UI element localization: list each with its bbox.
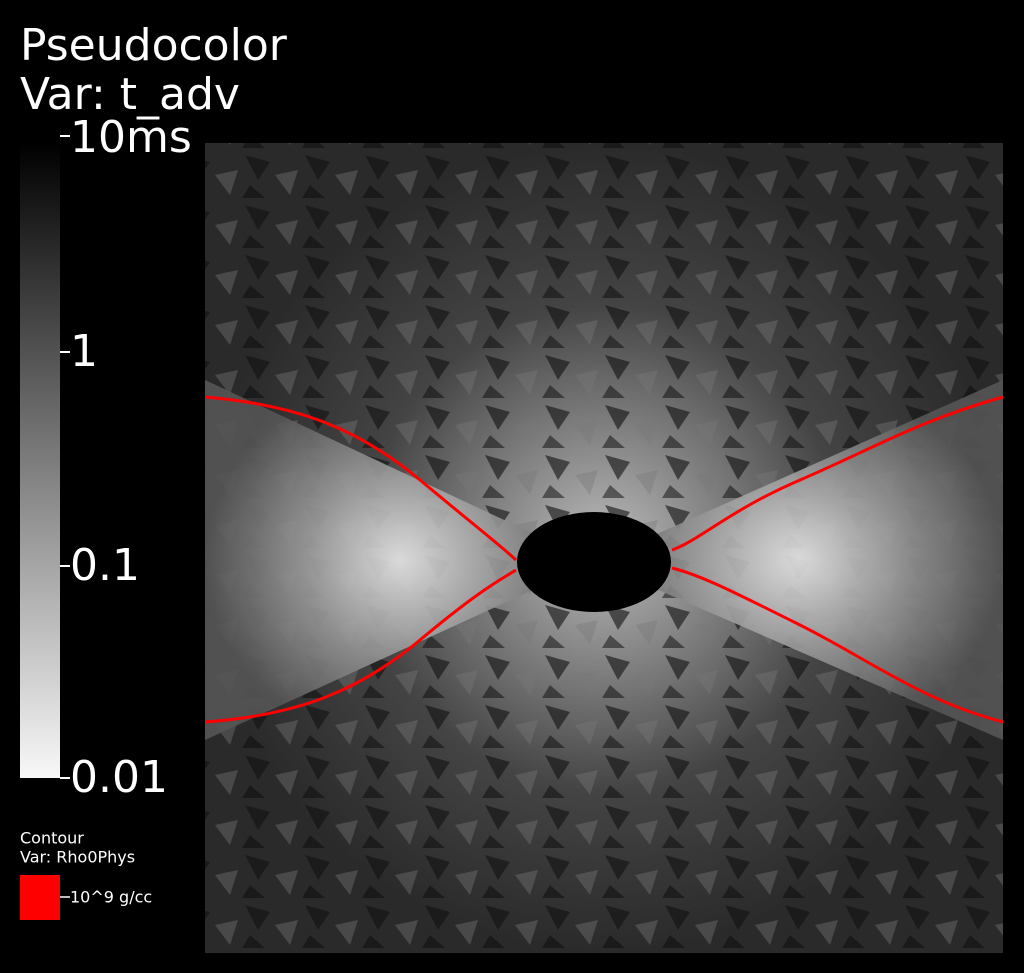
color-bar: [20, 143, 60, 778]
legend-swatch: [20, 875, 60, 920]
plot-area: [204, 143, 1004, 953]
tick-label: 10ms: [70, 112, 192, 163]
pseudocolor-legend: Pseudocolor Var: t_adv 10ms 1 0.1 0.01: [20, 20, 288, 803]
tick-label: 0.1: [70, 540, 140, 591]
legend-level: 10^9 g/cc: [70, 888, 152, 907]
legend-title: Pseudocolor: [20, 20, 288, 71]
contour-legend: Contour Var: Rho0Phys 10^9 g/cc: [20, 829, 152, 920]
contour-lines: [204, 395, 1004, 724]
tick-label: 0.01: [70, 752, 168, 803]
legend-title: Contour: [20, 829, 84, 848]
tick-label: 1: [70, 326, 98, 377]
legend-variable: Var: Rho0Phys: [20, 848, 135, 867]
legend-variable: Var: t_adv: [20, 69, 240, 120]
